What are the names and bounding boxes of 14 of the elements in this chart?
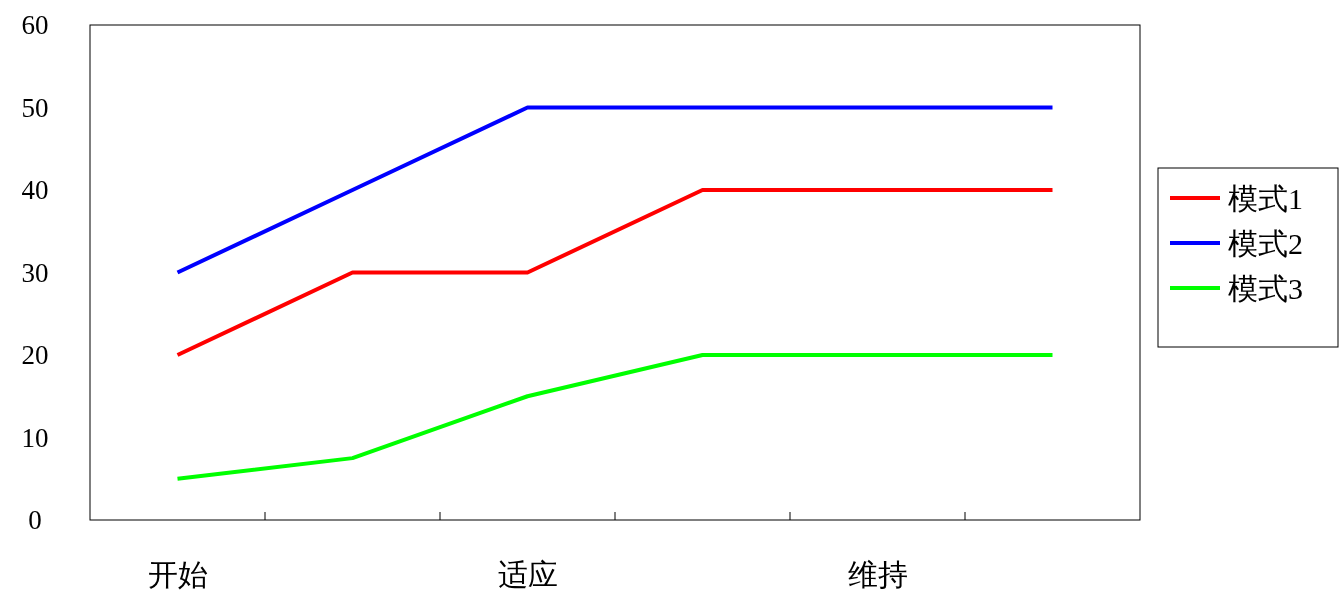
legend-label: 模式3	[1228, 272, 1303, 305]
x-tick-label: 开始	[147, 558, 208, 591]
line-series	[175, 353, 1055, 481]
y-tick-label: 60	[21, 10, 49, 40]
y-tick-label: 20	[21, 340, 49, 370]
x-tick-label: 维持	[847, 558, 908, 591]
y-tick-label: 50	[21, 92, 49, 123]
y-tick-label: 30	[21, 257, 49, 288]
legend-label: 模式2	[1228, 227, 1303, 260]
y-tick-label: 10	[21, 422, 49, 453]
y-tick-label: 40	[21, 175, 49, 205]
x-tick-label: 适应	[497, 558, 558, 591]
y-tick-label: 0	[28, 505, 42, 535]
legend-label: 模式1	[1228, 182, 1303, 215]
